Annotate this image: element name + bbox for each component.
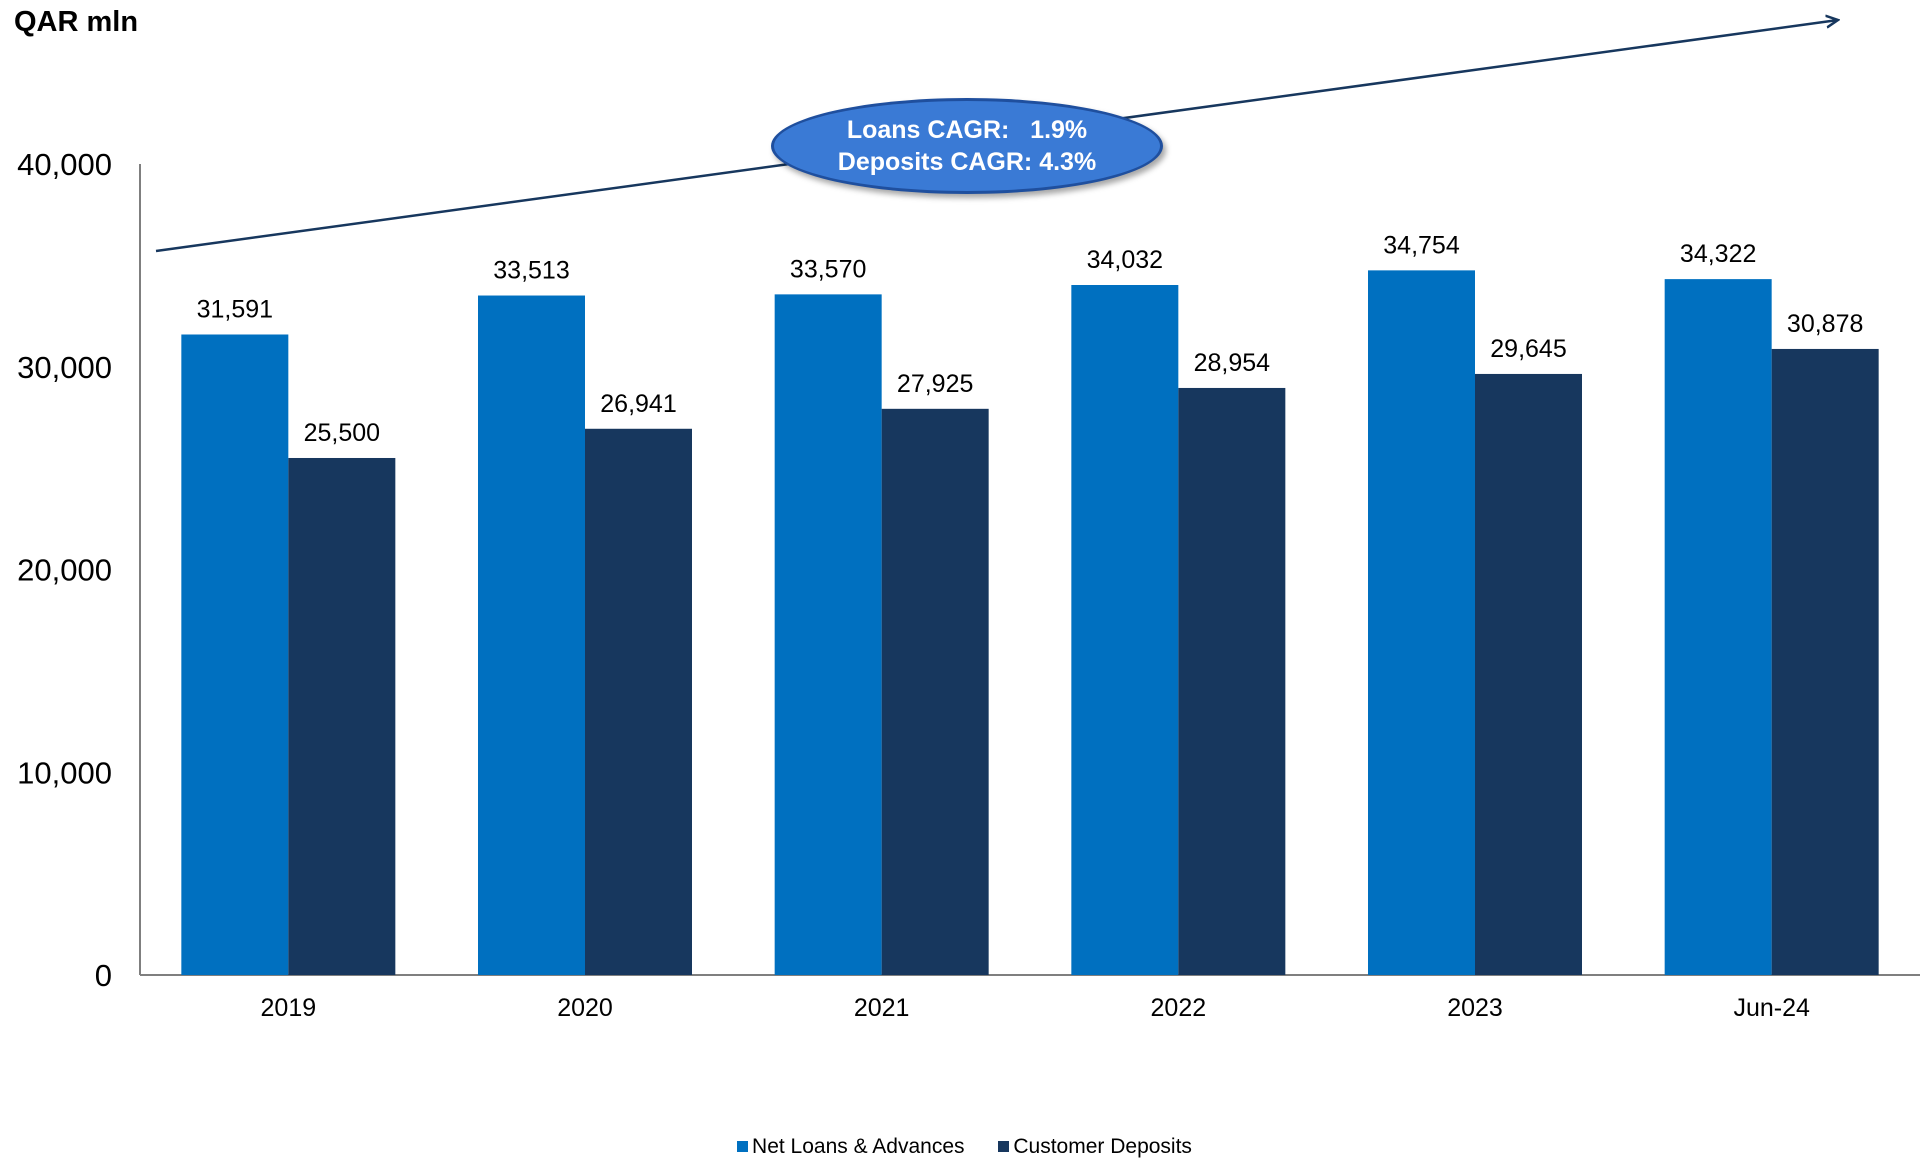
x-tick-label: 2021 (854, 994, 910, 1022)
x-tick-label: 2020 (557, 994, 613, 1022)
data-label: 34,032 (1087, 246, 1163, 274)
data-label: 34,754 (1383, 231, 1460, 259)
data-label: 31,591 (197, 295, 273, 323)
data-label: 26,941 (600, 390, 676, 418)
x-tick-label: 2023 (1447, 994, 1503, 1022)
y-tick-label: 30,000 (17, 350, 112, 385)
data-label: 34,322 (1680, 240, 1756, 268)
legend-item-net-loans: Net Loans & Advances (737, 1135, 965, 1159)
bar-customer-deposits (585, 428, 692, 975)
bar-net-loans (1664, 279, 1772, 975)
data-label: 30,878 (1787, 310, 1863, 338)
y-tick-label: 10,000 (17, 755, 112, 790)
legend-swatch-net-loans (737, 1141, 749, 1152)
legend-item-customer-deposits: Customer Deposits (998, 1135, 1192, 1159)
bar-customer-deposits (1178, 387, 1286, 975)
legend-label-net-loans: Net Loans & Advances (752, 1135, 965, 1158)
cagr-annotation: Loans CAGR: 1.9% Deposits CAGR: 4.3% (771, 98, 1163, 194)
legend-swatch-customer-deposits (998, 1141, 1010, 1152)
bar-net-loans (1071, 285, 1179, 975)
bar-net-loans (1368, 270, 1475, 975)
data-label: 29,645 (1490, 335, 1566, 363)
bar-customer-deposits (288, 457, 396, 975)
bar-customer-deposits (881, 408, 989, 975)
legend-label-customer-deposits: Customer Deposits (1013, 1135, 1192, 1158)
data-label: 27,925 (897, 370, 973, 398)
x-tick-label: 2019 (261, 994, 317, 1022)
data-label: 33,570 (790, 255, 866, 283)
x-tick-label: Jun-24 (1733, 994, 1810, 1022)
y-tick-label: 20,000 (17, 553, 112, 588)
loans-cagr-text: Loans CAGR: 1.9% (846, 116, 1088, 144)
y-tick-label: 0 (95, 958, 112, 993)
bar-net-loans (181, 334, 289, 976)
bar-customer-deposits (1771, 348, 1879, 975)
bar-net-loans (774, 294, 882, 975)
y-tick-label: 40,000 (17, 147, 112, 182)
unit-label: QAR mln (14, 6, 139, 38)
legend: Net Loans & Advances Customer Deposits (0, 1135, 1929, 1159)
x-tick-label: 2022 (1151, 994, 1207, 1022)
bar-customer-deposits (1475, 373, 1582, 975)
data-label: 28,954 (1194, 349, 1271, 377)
bar-net-loans (478, 295, 585, 975)
data-label: 25,500 (304, 419, 380, 447)
deposits-cagr-text: Deposits CAGR: 4.3% (837, 148, 1097, 176)
data-label: 33,513 (493, 257, 569, 285)
